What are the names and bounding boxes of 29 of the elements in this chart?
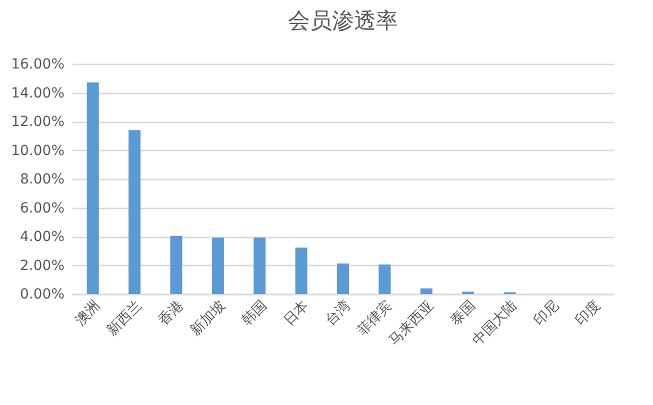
bar [86,82,99,294]
bar [420,288,432,294]
x-tick-label: 新西兰 [104,298,146,339]
y-tick-label: 12.00% [11,114,64,130]
y-tick-label: 16.00% [11,56,64,72]
bar [170,236,182,294]
x-tick-label: 韩国 [239,298,270,329]
y-tick-label: 6.00% [20,200,64,216]
bar [295,248,308,294]
y-tick-label: 0.00% [20,286,64,302]
x-tick-label: 新加坡 [188,298,229,339]
x-tick-label: 日本 [280,298,312,329]
y-tick-label: 10.00% [11,142,64,159]
x-tick-label: 台湾 [322,298,354,329]
x-tick-label: 香港 [156,298,187,329]
y-tick-label: 2.00% [20,258,64,274]
y-tick-label: 8.00% [20,172,64,188]
bar [254,238,266,294]
x-tick-label: 印尼 [530,298,562,329]
x-tick-label: 泰国 [448,298,479,329]
y-tick-label: 14.00% [11,85,64,102]
bar [212,238,224,294]
x-tick-label: 澳洲 [72,298,104,329]
bar [336,264,350,294]
x-tick-label: 印度 [572,298,604,329]
y-tick-label: 4.00% [20,229,64,245]
bar [378,264,391,294]
bar [128,130,141,294]
chart-title: 会员渗透率 [288,9,398,34]
